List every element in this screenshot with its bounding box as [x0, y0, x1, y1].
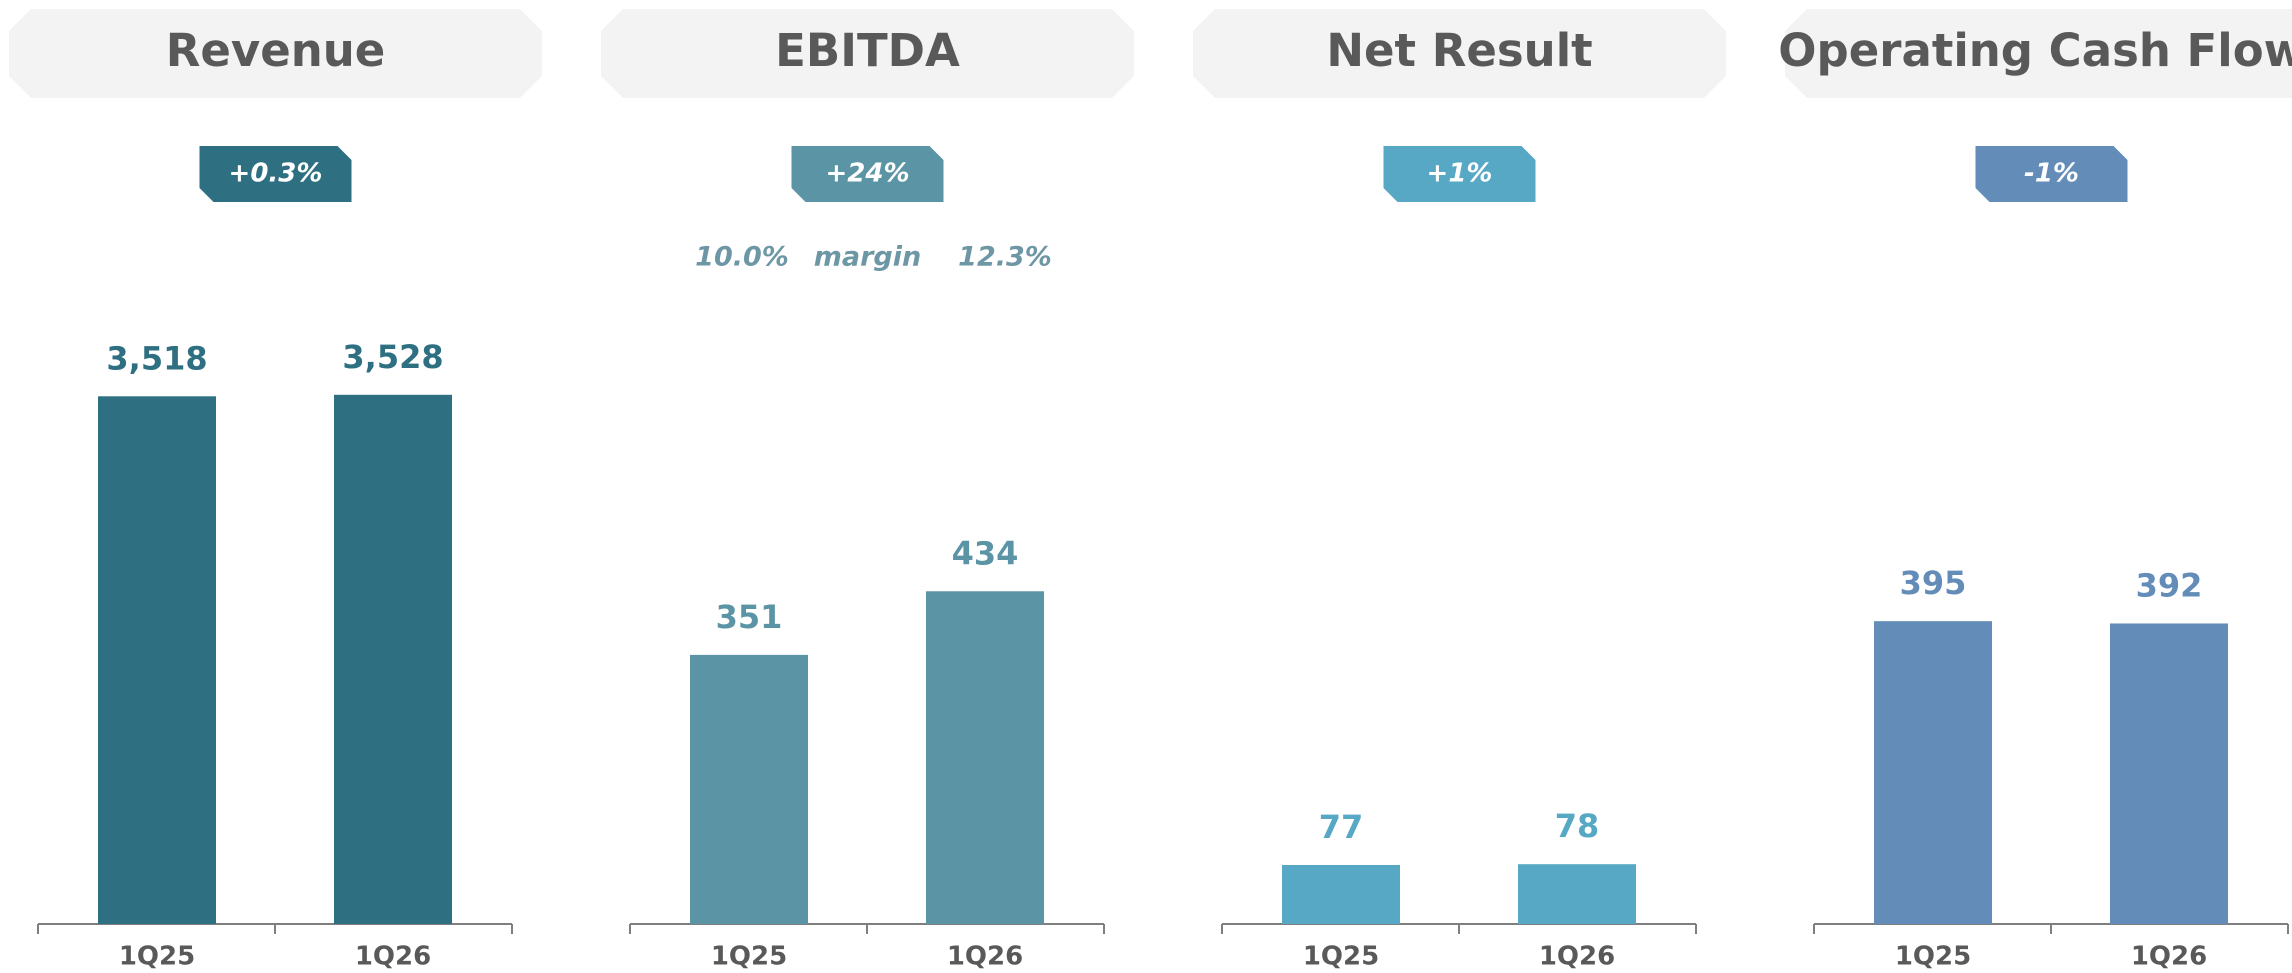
value-label: 3,518 — [106, 339, 207, 377]
change-label: +0.3% — [229, 159, 323, 189]
change-badge — [199, 146, 352, 202]
panel-title: Revenue — [166, 24, 386, 77]
x-tick-label: 1Q26 — [947, 942, 1023, 972]
x-tick-label: 1Q26 — [1539, 942, 1615, 972]
change-label: -1% — [2024, 159, 2079, 189]
title-text: Revenue — [166, 24, 386, 77]
value-label: 77 — [1319, 808, 1364, 846]
change-badge — [1975, 146, 2128, 202]
value-label: 3,528 — [342, 338, 443, 376]
margin-value: 10.0% — [695, 242, 789, 273]
bar — [2110, 623, 2228, 924]
x-tick-label: 1Q25 — [1303, 942, 1379, 972]
change-badge — [1383, 146, 1536, 202]
change-badge — [791, 146, 944, 202]
change-label: +1% — [1427, 159, 1493, 189]
panel-title: Net Result — [1326, 24, 1592, 77]
panel-title: EBITDA — [775, 24, 960, 77]
value-label: 395 — [1900, 564, 1967, 602]
bar — [690, 654, 808, 924]
header-bg — [1785, 9, 2292, 98]
x-tick-label: 1Q26 — [2131, 942, 2207, 972]
title-text: EBITDA — [775, 24, 960, 77]
change-label: +24% — [825, 159, 909, 189]
bar — [1518, 864, 1636, 924]
bar — [98, 396, 216, 924]
bar — [1282, 864, 1400, 924]
x-tick-label: 1Q25 — [119, 942, 195, 972]
bar — [926, 591, 1044, 924]
value-label: 351 — [716, 598, 783, 636]
panel-title: Operating Cash Flow1 — [1778, 20, 2292, 77]
x-tick-label: 1Q25 — [1895, 942, 1971, 972]
margin-value: 12.3% — [958, 242, 1052, 273]
value-label: 392 — [2136, 566, 2203, 604]
margin-label: margin — [814, 242, 921, 273]
header-bg — [9, 9, 542, 98]
title-text: Net Result — [1326, 24, 1592, 77]
value-label: 78 — [1555, 807, 1600, 845]
header-bg — [601, 9, 1134, 98]
title-text: Operating Cash Flow — [1778, 24, 2292, 77]
x-tick-label: 1Q25 — [711, 942, 787, 972]
bar — [1874, 621, 1992, 924]
value-label: 434 — [952, 534, 1019, 572]
header-bg — [1193, 9, 1726, 98]
bar — [334, 394, 452, 924]
x-tick-label: 1Q26 — [355, 942, 431, 972]
